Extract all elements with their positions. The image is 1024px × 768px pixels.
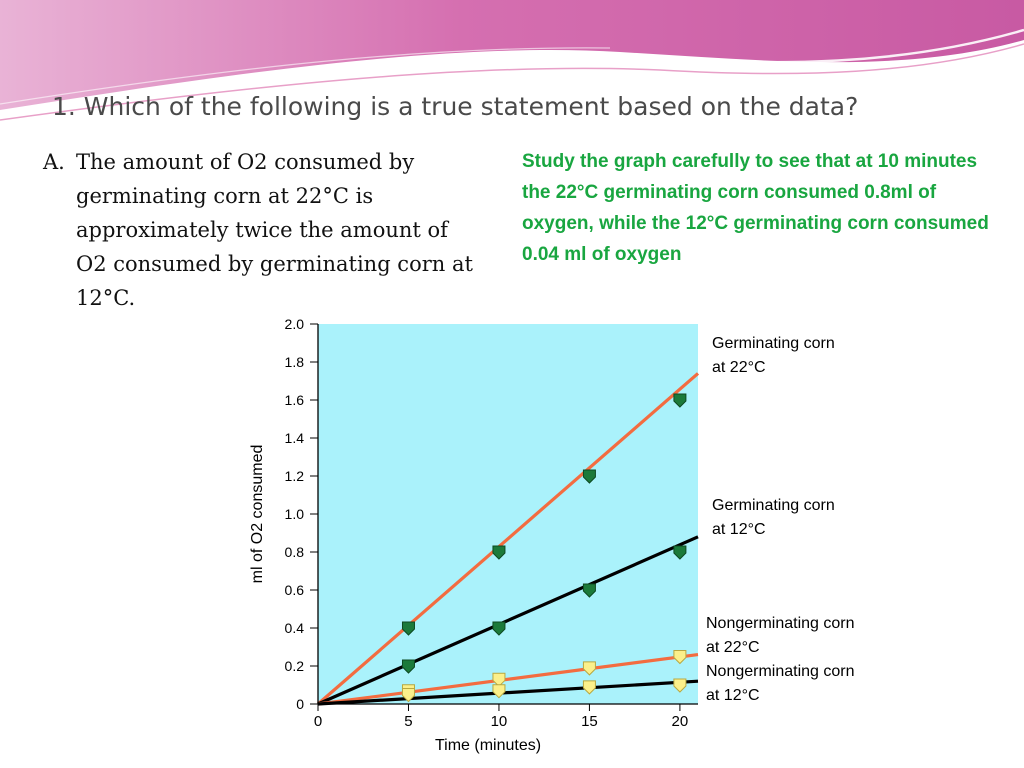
data-point-marker [582, 469, 596, 484]
series-labels: Germinating corn at 22°C Germinating corn a… [706, 335, 855, 704]
series-label: at 12°C [706, 687, 760, 704]
data-point-marker [582, 583, 596, 598]
y-tick-label: 0.2 [285, 658, 305, 674]
data-point-marker [673, 545, 687, 560]
plot-area [318, 324, 698, 704]
y-tick-label: 0.8 [285, 544, 305, 560]
y-tick-label: 0.4 [285, 620, 305, 636]
y-tick-label: 1.2 [285, 468, 305, 484]
answer-option-a: A. The amount of O2 consumed by germinat… [43, 145, 483, 315]
series-label: Nongerminating corn [706, 663, 855, 680]
y-tick-label: 1.0 [285, 506, 305, 522]
data-point-marker [492, 684, 506, 699]
series-label: Nongerminating corn [706, 615, 855, 632]
series-markers [401, 393, 687, 703]
y-tick-label: 1.6 [285, 392, 305, 408]
data-point-marker [401, 688, 415, 703]
y-tick-label: 0.6 [285, 582, 305, 598]
x-tick-label: 10 [491, 713, 508, 730]
oxygen-consumption-chart: 0 0.2 0.4 0.6 0.8 1.0 1.2 1.4 1.6 1.8 2.0 0 5 10 15 20 T… [240, 310, 906, 768]
y-tick-label: 1.8 [285, 354, 305, 370]
hint-text: Study the graph carefully to see that at… [522, 151, 989, 265]
data-point-marker [582, 661, 596, 676]
series-line [317, 535, 699, 706]
series-label: at 22°C [712, 359, 766, 376]
y-tick-label: 0 [296, 696, 304, 712]
data-point-marker [492, 672, 506, 688]
x-tick-label: 5 [404, 713, 412, 730]
data-point-marker [401, 659, 415, 674]
data-point-marker [401, 621, 415, 636]
data-point-marker [492, 545, 506, 560]
axes: 0 0.2 0.4 0.6 0.8 1.0 1.2 1.4 1.6 1.8 2.0 0 5 10 15 20 T… [249, 316, 698, 754]
data-point-marker [673, 678, 687, 693]
data-point-marker [492, 621, 506, 636]
data-point-marker [582, 680, 596, 695]
series-lines [316, 372, 700, 706]
y-tick-label: 2.0 [285, 316, 305, 332]
x-tick-label: 20 [672, 713, 689, 730]
slide-title: 1. Which of the following is a true stat… [52, 92, 859, 121]
header-wave-decoration [0, 0, 1024, 121]
answer-text: The amount of O2 consumed by germinating… [76, 150, 473, 310]
series-line [317, 653, 699, 706]
series-label: at 12°C [712, 521, 766, 538]
data-point-marker [673, 650, 687, 665]
x-tick-label: 0 [314, 713, 322, 730]
series-label: at 22°C [706, 639, 760, 656]
x-tick-label: 15 [581, 713, 598, 730]
y-axis-label: ml of O2 consumed [249, 445, 266, 584]
series-line [317, 679, 699, 706]
series-line [316, 372, 700, 706]
series-label: Germinating corn [712, 335, 835, 352]
x-axis-label: Time (minutes) [435, 737, 541, 754]
y-tick-label: 1.4 [285, 430, 305, 446]
series-label: Germinating corn [712, 497, 835, 514]
answer-prefix: A. [43, 150, 65, 174]
data-point-marker [673, 393, 687, 408]
